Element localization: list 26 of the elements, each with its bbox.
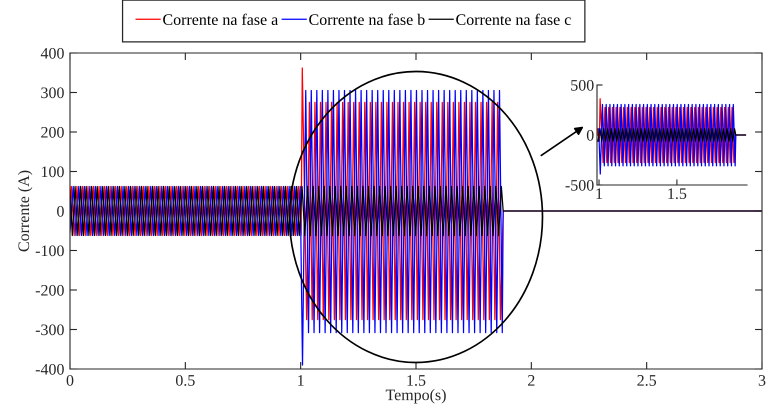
x-tick-label: 2 (528, 375, 534, 386)
y-tick-label: 300 (41, 87, 64, 98)
y-tick-label: 400 (40, 48, 64, 59)
x-tick-label: 1.5 (407, 375, 426, 386)
x-tick-label: 3 (758, 375, 766, 386)
x-tick-label: 0.5 (176, 375, 195, 386)
y-axis-title: Corrente (A) (18, 170, 32, 252)
y-tick-label: -500 (566, 180, 594, 191)
y-tick-label: -300 (36, 324, 64, 336)
legend-label: Corrente na fase b (309, 14, 425, 26)
x-tick-label: 1.5 (668, 188, 686, 200)
x-tick-label: 2.5 (637, 375, 656, 386)
y-tick-label: 100 (42, 166, 64, 178)
y-tick-label: 500 (571, 80, 594, 91)
legend-label: Corrente na fase c (456, 14, 571, 26)
x-tick-label: 0 (66, 375, 74, 386)
y-tick-label: 0 (586, 130, 594, 141)
x-tick-label: 1 (596, 188, 602, 199)
y-tick-label: 0 (57, 206, 64, 217)
x-axis-title: Tempo(s) (386, 389, 446, 404)
y-tick-label: -200 (36, 284, 64, 296)
y-tick-label: -400 (36, 364, 64, 375)
y-tick-label: 200 (41, 126, 64, 138)
y-tick-label: -100 (36, 245, 64, 256)
x-tick-label: 1 (298, 375, 304, 386)
legend-label: Corrente na fase a (163, 14, 278, 26)
